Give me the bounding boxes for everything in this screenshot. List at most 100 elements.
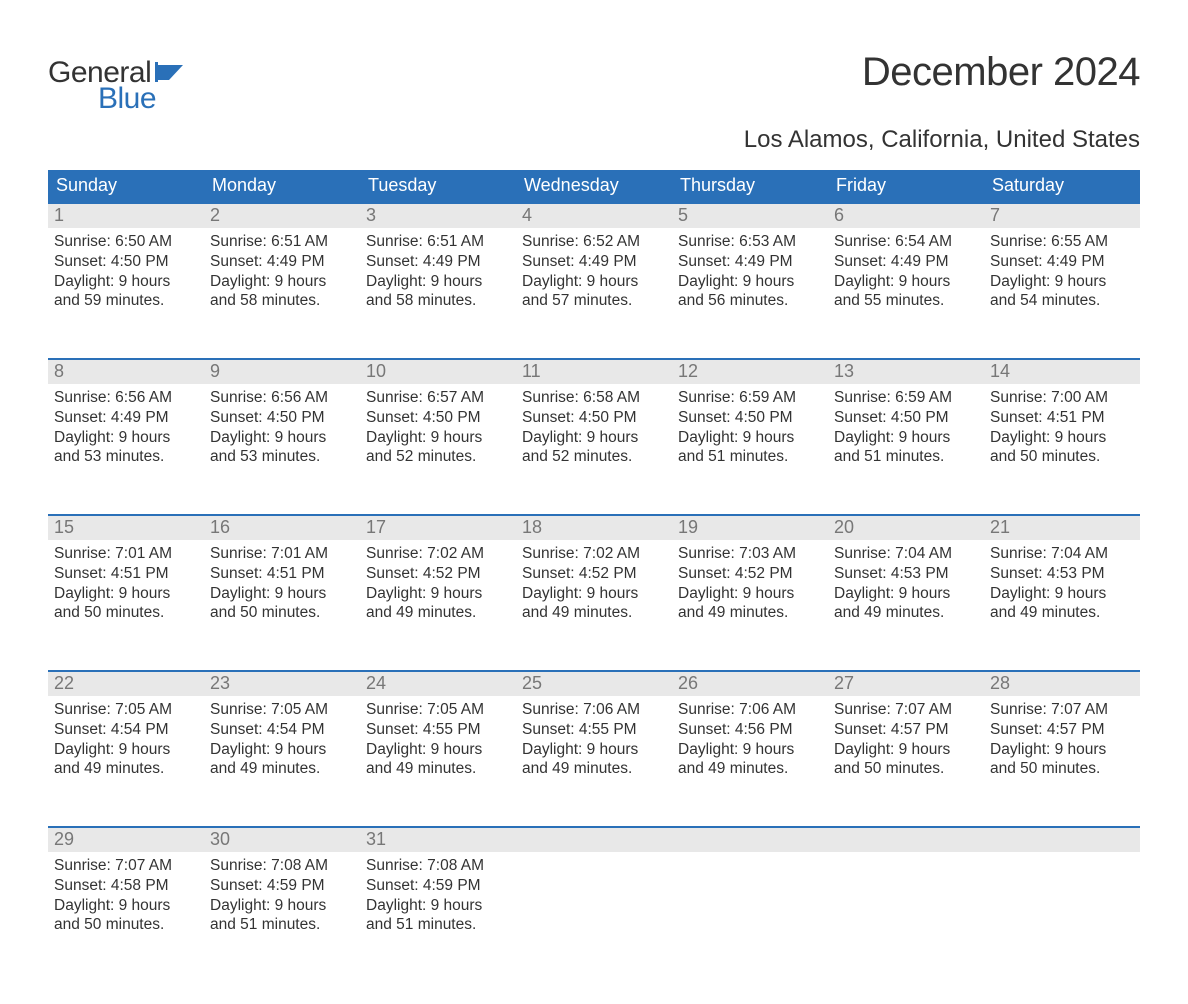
weekday-header: Saturday xyxy=(984,170,1140,202)
cell-body: Sunrise: 6:59 AMSunset: 4:50 PMDaylight:… xyxy=(672,384,828,471)
day-number xyxy=(516,828,672,852)
weeks-container: 1234567Sunrise: 6:50 AMSunset: 4:50 PMDa… xyxy=(48,202,1140,964)
cell-daylight2: and 51 minutes. xyxy=(210,915,354,935)
calendar-week: 293031Sunrise: 7:07 AMSunset: 4:58 PMDay… xyxy=(48,826,1140,964)
calendar-cell: Sunrise: 7:05 AMSunset: 4:54 PMDaylight:… xyxy=(204,696,360,808)
calendar-cell: Sunrise: 7:06 AMSunset: 4:56 PMDaylight:… xyxy=(672,696,828,808)
day-number: 27 xyxy=(828,672,984,696)
week-body-row: Sunrise: 7:05 AMSunset: 4:54 PMDaylight:… xyxy=(48,696,1140,808)
cell-sunrise: Sunrise: 7:08 AM xyxy=(210,856,354,876)
cell-sunset: Sunset: 4:59 PM xyxy=(210,876,354,896)
cell-sunset: Sunset: 4:51 PM xyxy=(210,564,354,584)
location-label: Los Alamos, California, United States xyxy=(48,126,1140,154)
cell-sunrise: Sunrise: 6:55 AM xyxy=(990,232,1134,252)
cell-sunset: Sunset: 4:52 PM xyxy=(678,564,822,584)
cell-daylight1: Daylight: 9 hours xyxy=(990,272,1134,292)
calendar-cell: Sunrise: 6:58 AMSunset: 4:50 PMDaylight:… xyxy=(516,384,672,496)
day-number: 29 xyxy=(48,828,204,852)
cell-sunset: Sunset: 4:50 PM xyxy=(522,408,666,428)
calendar-cell: Sunrise: 6:52 AMSunset: 4:49 PMDaylight:… xyxy=(516,228,672,340)
cell-sunset: Sunset: 4:54 PM xyxy=(54,720,198,740)
cell-body xyxy=(828,852,984,860)
cell-sunrise: Sunrise: 6:59 AM xyxy=(834,388,978,408)
cell-daylight1: Daylight: 9 hours xyxy=(522,740,666,760)
calendar-cell: Sunrise: 6:56 AMSunset: 4:50 PMDaylight:… xyxy=(204,384,360,496)
cell-sunset: Sunset: 4:49 PM xyxy=(210,252,354,272)
cell-daylight1: Daylight: 9 hours xyxy=(54,584,198,604)
day-number: 10 xyxy=(360,360,516,384)
cell-daylight2: and 49 minutes. xyxy=(678,603,822,623)
cell-body: Sunrise: 7:05 AMSunset: 4:55 PMDaylight:… xyxy=(360,696,516,783)
cell-sunrise: Sunrise: 7:02 AM xyxy=(522,544,666,564)
cell-sunset: Sunset: 4:51 PM xyxy=(990,408,1134,428)
cell-body: Sunrise: 6:57 AMSunset: 4:50 PMDaylight:… xyxy=(360,384,516,471)
cell-body: Sunrise: 7:03 AMSunset: 4:52 PMDaylight:… xyxy=(672,540,828,627)
page-title: December 2024 xyxy=(862,50,1140,95)
cell-daylight2: and 58 minutes. xyxy=(210,291,354,311)
cell-sunset: Sunset: 4:56 PM xyxy=(678,720,822,740)
cell-daylight1: Daylight: 9 hours xyxy=(54,272,198,292)
weekday-header-row: Sunday Monday Tuesday Wednesday Thursday… xyxy=(48,170,1140,202)
day-number: 6 xyxy=(828,204,984,228)
cell-sunrise: Sunrise: 6:50 AM xyxy=(54,232,198,252)
day-number: 11 xyxy=(516,360,672,384)
calendar-cell: Sunrise: 7:04 AMSunset: 4:53 PMDaylight:… xyxy=(828,540,984,652)
week-body-row: Sunrise: 7:01 AMSunset: 4:51 PMDaylight:… xyxy=(48,540,1140,652)
cell-body: Sunrise: 6:58 AMSunset: 4:50 PMDaylight:… xyxy=(516,384,672,471)
day-number xyxy=(984,828,1140,852)
cell-sunset: Sunset: 4:52 PM xyxy=(366,564,510,584)
cell-daylight2: and 50 minutes. xyxy=(210,603,354,623)
cell-body: Sunrise: 6:53 AMSunset: 4:49 PMDaylight:… xyxy=(672,228,828,315)
cell-sunrise: Sunrise: 6:51 AM xyxy=(210,232,354,252)
cell-body: Sunrise: 6:51 AMSunset: 4:49 PMDaylight:… xyxy=(204,228,360,315)
cell-daylight2: and 52 minutes. xyxy=(522,447,666,467)
cell-body: Sunrise: 6:56 AMSunset: 4:49 PMDaylight:… xyxy=(48,384,204,471)
cell-daylight1: Daylight: 9 hours xyxy=(522,272,666,292)
cell-body: Sunrise: 7:02 AMSunset: 4:52 PMDaylight:… xyxy=(360,540,516,627)
cell-daylight2: and 51 minutes. xyxy=(678,447,822,467)
cell-sunrise: Sunrise: 6:56 AM xyxy=(54,388,198,408)
cell-sunset: Sunset: 4:58 PM xyxy=(54,876,198,896)
day-number: 21 xyxy=(984,516,1140,540)
cell-daylight2: and 49 minutes. xyxy=(522,603,666,623)
day-number: 20 xyxy=(828,516,984,540)
day-number: 1 xyxy=(48,204,204,228)
day-number: 31 xyxy=(360,828,516,852)
cell-daylight1: Daylight: 9 hours xyxy=(834,740,978,760)
cell-sunset: Sunset: 4:50 PM xyxy=(678,408,822,428)
calendar-cell: Sunrise: 7:07 AMSunset: 4:57 PMDaylight:… xyxy=(984,696,1140,808)
cell-sunset: Sunset: 4:50 PM xyxy=(210,408,354,428)
calendar: Sunday Monday Tuesday Wednesday Thursday… xyxy=(48,170,1140,964)
calendar-cell: Sunrise: 6:50 AMSunset: 4:50 PMDaylight:… xyxy=(48,228,204,340)
cell-daylight2: and 50 minutes. xyxy=(990,447,1134,467)
flag-icon xyxy=(155,62,187,87)
cell-sunrise: Sunrise: 7:06 AM xyxy=(678,700,822,720)
cell-daylight1: Daylight: 9 hours xyxy=(54,896,198,916)
cell-daylight2: and 52 minutes. xyxy=(366,447,510,467)
cell-body: Sunrise: 7:01 AMSunset: 4:51 PMDaylight:… xyxy=(48,540,204,627)
day-number: 15 xyxy=(48,516,204,540)
cell-daylight1: Daylight: 9 hours xyxy=(210,584,354,604)
calendar-cell: Sunrise: 7:01 AMSunset: 4:51 PMDaylight:… xyxy=(204,540,360,652)
cell-daylight2: and 49 minutes. xyxy=(366,603,510,623)
calendar-week: 891011121314Sunrise: 6:56 AMSunset: 4:49… xyxy=(48,358,1140,496)
cell-body: Sunrise: 7:06 AMSunset: 4:56 PMDaylight:… xyxy=(672,696,828,783)
day-number: 2 xyxy=(204,204,360,228)
day-number: 8 xyxy=(48,360,204,384)
cell-sunset: Sunset: 4:49 PM xyxy=(834,252,978,272)
cell-sunset: Sunset: 4:49 PM xyxy=(990,252,1134,272)
cell-body: Sunrise: 7:08 AMSunset: 4:59 PMDaylight:… xyxy=(360,852,516,939)
cell-body: Sunrise: 6:52 AMSunset: 4:49 PMDaylight:… xyxy=(516,228,672,315)
day-number: 16 xyxy=(204,516,360,540)
cell-body: Sunrise: 6:59 AMSunset: 4:50 PMDaylight:… xyxy=(828,384,984,471)
cell-sunset: Sunset: 4:54 PM xyxy=(210,720,354,740)
cell-sunrise: Sunrise: 7:04 AM xyxy=(834,544,978,564)
cell-sunset: Sunset: 4:49 PM xyxy=(522,252,666,272)
calendar-cell: Sunrise: 6:54 AMSunset: 4:49 PMDaylight:… xyxy=(828,228,984,340)
day-number: 22 xyxy=(48,672,204,696)
daynum-row: 293031 xyxy=(48,828,1140,852)
cell-body: Sunrise: 7:01 AMSunset: 4:51 PMDaylight:… xyxy=(204,540,360,627)
calendar-cell xyxy=(984,852,1140,964)
cell-body: Sunrise: 7:07 AMSunset: 4:57 PMDaylight:… xyxy=(984,696,1140,783)
calendar-cell: Sunrise: 6:59 AMSunset: 4:50 PMDaylight:… xyxy=(672,384,828,496)
